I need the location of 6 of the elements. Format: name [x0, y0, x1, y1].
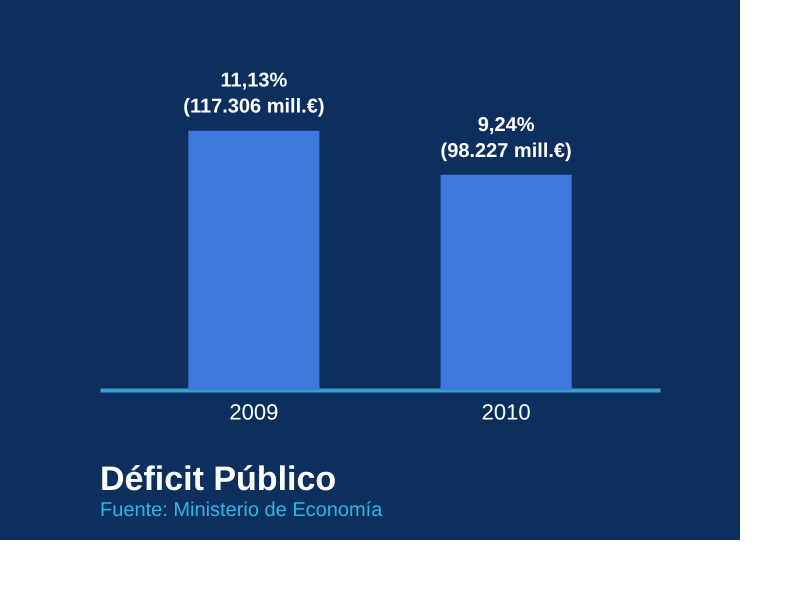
source-note: Fuente: Ministerio de Economía [100, 499, 384, 521]
x-tick-label: 2009 [229, 400, 278, 424]
text: Déficit Público [100, 460, 336, 498]
data-label: 11,13% (117.306 mill.€) [183, 70, 324, 118]
data-label: 9,24% (98.227 mill.€) [440, 114, 572, 162]
x-tick-label: 2010 [482, 400, 531, 424]
